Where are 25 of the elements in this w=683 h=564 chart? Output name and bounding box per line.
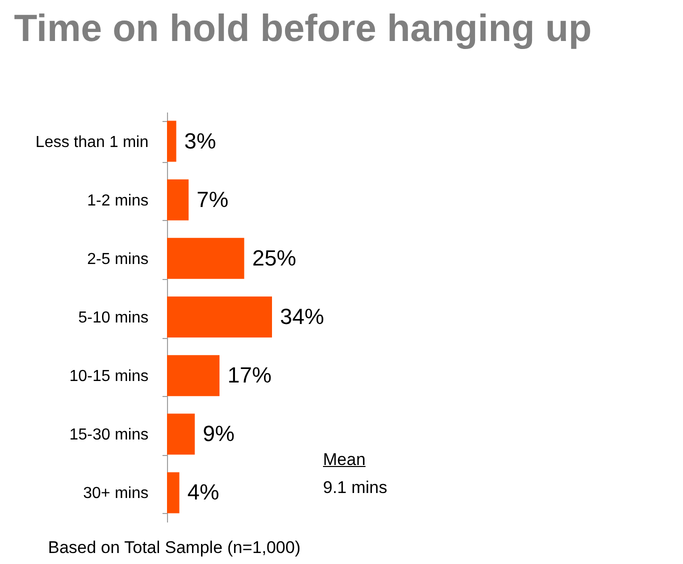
text: Based on Total Sample (n=1,000) <box>48 538 300 558</box>
bar <box>167 414 195 455</box>
y-tick-label: 1-2 mins <box>87 192 148 210</box>
y-tick-label: 30+ mins <box>83 485 148 502</box>
bar <box>167 355 220 396</box>
data-label: 4% <box>187 480 220 505</box>
data-label: 25% <box>252 245 296 270</box>
data-label: 7% <box>196 186 228 212</box>
bar <box>167 238 244 279</box>
bar <box>167 472 180 514</box>
data-label: 34% <box>280 304 324 329</box>
bar <box>167 120 176 162</box>
text: Mean <box>323 450 366 470</box>
data-label: 9% <box>202 421 235 446</box>
data-label: 17% <box>228 362 272 388</box>
y-tick-label: 15-30 mins <box>69 426 148 444</box>
y-tick-label: 10-15 mins <box>69 368 148 386</box>
y-tick-label: Less than 1 min <box>36 134 148 151</box>
bar <box>167 296 272 338</box>
data-label: 3% <box>184 128 216 154</box>
bar <box>167 179 189 220</box>
chart-title: Time on hold before hanging up <box>14 8 592 51</box>
y-tick-label: 2-5 mins <box>87 250 148 268</box>
y-tick-label: 5-10 mins <box>78 310 148 326</box>
text: 9.1 mins <box>323 478 388 498</box>
